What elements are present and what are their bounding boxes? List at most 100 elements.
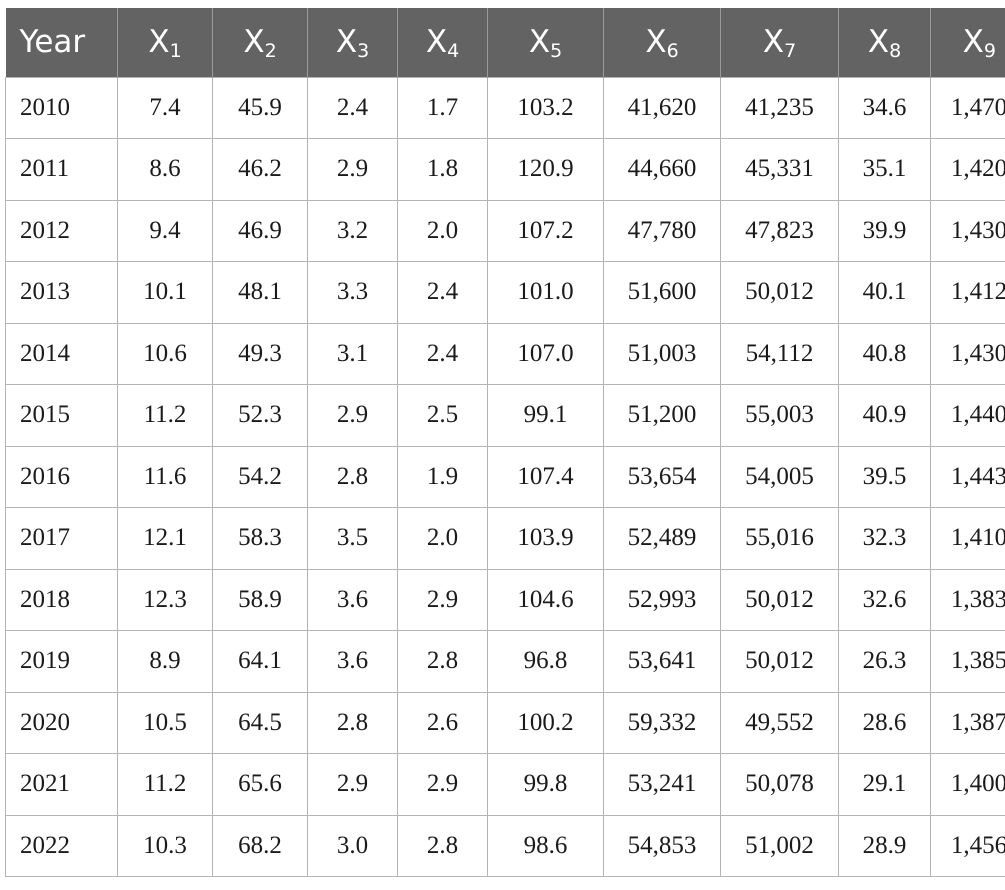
cell-x8: 34.6 — [838, 76, 931, 139]
cell-x8: 39.5 — [838, 445, 931, 508]
table-row: 2021 11.2 65.6 2.9 2.9 99.8 53,241 50,07… — [5, 753, 1005, 816]
cell-x5: 103.9 — [487, 507, 604, 570]
cell-year: 2014 — [5, 322, 118, 385]
cell-x8: 40.1 — [838, 261, 931, 324]
cell-x8: 40.9 — [838, 384, 931, 447]
cell-x2: 54.2 — [212, 445, 308, 508]
cell-x7: 47,823 — [720, 199, 839, 262]
cell-x6: 52,993 — [603, 568, 721, 631]
header-x8: X8 — [838, 8, 931, 77]
cell-x5: 96.8 — [487, 630, 604, 693]
cell-year: 2017 — [5, 507, 118, 570]
cell-x6: 54,853 — [603, 814, 721, 877]
cell-x1: 10.6 — [117, 322, 213, 385]
header-x7-sub: 7 — [784, 40, 797, 63]
cell-year: 2012 — [5, 199, 118, 262]
cell-x3: 2.9 — [307, 753, 398, 816]
cell-x9: 1,420 — [930, 138, 1005, 201]
table-row: 2022 10.3 68.2 3.0 2.8 98.6 54,853 51,00… — [5, 814, 1005, 877]
cell-x4: 2.4 — [397, 322, 488, 385]
cell-x4: 2.6 — [397, 691, 488, 754]
cell-x1: 8.9 — [117, 630, 213, 693]
cell-x1: 12.3 — [117, 568, 213, 631]
cell-x4: 2.0 — [397, 199, 488, 262]
header-x4-sub: 4 — [447, 40, 460, 63]
cell-x2: 49.3 — [212, 322, 308, 385]
cell-x5: 99.1 — [487, 384, 604, 447]
cell-x6: 51,003 — [603, 322, 721, 385]
table-row: 2020 10.5 64.5 2.8 2.6 100.2 59,332 49,5… — [5, 691, 1005, 754]
cell-x5: 100.2 — [487, 691, 604, 754]
cell-x2: 68.2 — [212, 814, 308, 877]
header-x2-sub: 2 — [264, 40, 277, 63]
header-x6-base: X — [645, 24, 667, 61]
table-body: 2010 7.4 45.9 2.4 1.7 103.2 41,620 41,23… — [5, 76, 1005, 877]
cell-x5: 107.2 — [487, 199, 604, 262]
cell-year: 2015 — [5, 384, 118, 447]
cell-x6: 41,620 — [603, 76, 721, 139]
cell-x3: 3.6 — [307, 568, 398, 631]
cell-x7: 49,552 — [720, 691, 839, 754]
cell-x9: 1,440 — [930, 384, 1005, 447]
cell-x9: 1,456 — [930, 814, 1005, 877]
header-x7: X7 — [720, 8, 839, 77]
header-x5: X5 — [487, 8, 604, 77]
header-x1-sub: 1 — [169, 40, 182, 63]
cell-x1: 10.3 — [117, 814, 213, 877]
cell-x5: 120.9 — [487, 138, 604, 201]
header-x8-base: X — [867, 24, 890, 61]
cell-x9: 1,443 — [930, 445, 1005, 508]
cell-x5: 103.2 — [487, 76, 604, 139]
table-row: 2019 8.9 64.1 3.6 2.8 96.8 53,641 50,012… — [5, 630, 1005, 693]
cell-x1: 8.6 — [117, 138, 213, 201]
cell-x9: 1,430 — [930, 199, 1005, 262]
header-x5-base: X — [528, 24, 551, 61]
cell-x7: 50,078 — [720, 753, 839, 816]
header-x3: X3 — [307, 8, 398, 77]
cell-x2: 64.1 — [212, 630, 308, 693]
cell-x7: 51,002 — [720, 814, 839, 877]
cell-x3: 3.5 — [307, 507, 398, 570]
cell-x4: 2.5 — [397, 384, 488, 447]
header-x5-sub: 5 — [550, 40, 563, 63]
cell-x8: 26.3 — [838, 630, 931, 693]
cell-x5: 107.0 — [487, 322, 604, 385]
cell-x9: 1,412 — [930, 261, 1005, 324]
cell-x8: 39.9 — [838, 199, 931, 262]
cell-x7: 54,112 — [720, 322, 839, 385]
cell-year: 2018 — [5, 568, 118, 631]
header-x1-base: X — [148, 24, 170, 61]
cell-x2: 58.9 — [212, 568, 308, 631]
header-x9-sub: 9 — [983, 40, 996, 63]
cell-x7: 55,016 — [720, 507, 839, 570]
cell-x2: 65.6 — [212, 753, 308, 816]
cell-x2: 52.3 — [212, 384, 308, 447]
cell-x3: 3.3 — [307, 261, 398, 324]
cell-x2: 58.3 — [212, 507, 308, 570]
cell-x1: 10.1 — [117, 261, 213, 324]
table-header: Year X1 X2 X3 X4 X5 X6 X7 X8 X9 — [5, 8, 1005, 77]
cell-x3: 3.1 — [307, 322, 398, 385]
cell-x9: 1,383 — [930, 568, 1005, 631]
cell-x3: 3.6 — [307, 630, 398, 693]
data-table: Year X1 X2 X3 X4 X5 X6 X7 X8 X9 2010 7.4… — [5, 8, 1005, 877]
header-x3-sub: 3 — [357, 40, 370, 63]
header-x1: X1 — [117, 8, 213, 77]
cell-x3: 3.0 — [307, 814, 398, 877]
header-row: Year X1 X2 X3 X4 X5 X6 X7 X8 X9 — [5, 8, 1005, 77]
cell-x8: 40.8 — [838, 322, 931, 385]
cell-x9: 1,430 — [930, 322, 1005, 385]
cell-x4: 1.7 — [397, 76, 488, 139]
header-x7-base: X — [762, 24, 785, 61]
cell-x3: 2.8 — [307, 445, 398, 508]
table-row: 2012 9.4 46.9 3.2 2.0 107.2 47,780 47,82… — [5, 199, 1005, 262]
header-x2: X2 — [212, 8, 308, 77]
table-row: 2017 12.1 58.3 3.5 2.0 103.9 52,489 55,0… — [5, 507, 1005, 570]
cell-x4: 1.9 — [397, 445, 488, 508]
cell-x2: 46.2 — [212, 138, 308, 201]
table-row: 2016 11.6 54.2 2.8 1.9 107.4 53,654 54,0… — [5, 445, 1005, 508]
cell-x6: 51,600 — [603, 261, 721, 324]
cell-x1: 9.4 — [117, 199, 213, 262]
cell-x3: 2.4 — [307, 76, 398, 139]
header-x4-base: X — [425, 24, 448, 61]
